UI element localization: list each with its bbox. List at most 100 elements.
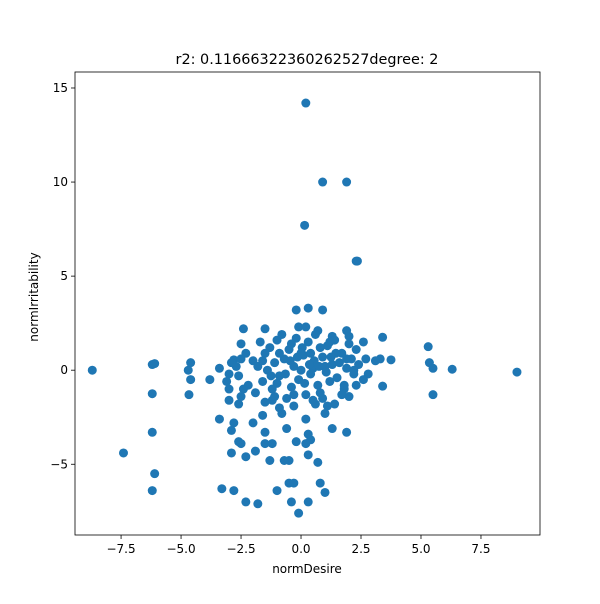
scatter-point xyxy=(349,365,359,375)
scatter-point xyxy=(274,348,284,358)
scatter-point xyxy=(370,356,380,366)
scatter-point xyxy=(386,355,396,365)
scatter-point xyxy=(183,365,193,375)
scatter-point xyxy=(147,389,157,399)
scatter-point xyxy=(296,365,306,375)
x-tick-label: 2.5 xyxy=(351,542,370,556)
x-tick-label: −7.5 xyxy=(106,542,135,556)
scatter-point xyxy=(303,450,313,460)
scatter-point xyxy=(226,358,236,368)
scatter-point xyxy=(318,352,328,362)
scatter-point xyxy=(255,337,265,347)
scatter-point xyxy=(291,437,301,447)
scatter-point xyxy=(351,344,361,354)
scatter-point xyxy=(229,418,239,428)
scatter-point xyxy=(234,371,244,381)
scatter-point xyxy=(303,303,313,313)
scatter-point xyxy=(351,380,361,390)
scatter-point xyxy=(272,378,282,388)
scatter-point xyxy=(214,414,224,424)
y-axis-label: normIrritability xyxy=(27,252,41,341)
scatter-point xyxy=(378,381,388,391)
scatter-point xyxy=(260,397,270,407)
scatter-point xyxy=(224,395,234,405)
x-tick-label: 7.5 xyxy=(471,542,490,556)
scatter-point xyxy=(306,369,316,379)
scatter-point xyxy=(339,380,349,390)
x-axis-label: normDesire xyxy=(272,562,342,576)
scatter-point xyxy=(186,375,196,385)
scatter-point xyxy=(301,390,311,400)
scatter-point xyxy=(270,392,280,402)
scatter-point xyxy=(253,499,263,509)
scatter-point xyxy=(87,365,97,375)
scatter-point xyxy=(326,352,336,362)
scatter-point xyxy=(118,448,128,458)
scatter-point xyxy=(238,384,248,394)
scatter-point xyxy=(301,414,311,424)
x-tick-label: −2.5 xyxy=(226,542,255,556)
scatter-point xyxy=(428,390,438,400)
scatter-point xyxy=(423,342,433,352)
scatter-point xyxy=(224,384,234,394)
scatter-point xyxy=(447,364,457,374)
scatter-point xyxy=(342,363,352,373)
scatter-point xyxy=(321,367,331,377)
scatter-point xyxy=(272,486,282,496)
scatter-point xyxy=(286,497,296,507)
scatter-point xyxy=(344,339,354,349)
scatter-point xyxy=(330,399,340,409)
scatter-point xyxy=(280,369,290,379)
scatter-point xyxy=(229,486,239,496)
scatter-point xyxy=(150,469,160,479)
scatter-point xyxy=(236,339,246,349)
scatter-point xyxy=(344,392,354,402)
scatter-point xyxy=(310,329,320,339)
scatter-point xyxy=(320,408,330,418)
chart-title: r2: 0.11666322360262527degree: 2 xyxy=(176,52,439,68)
scatter-point xyxy=(352,256,362,266)
scatter-point xyxy=(267,439,277,449)
scatter-point xyxy=(327,360,337,370)
scatter-point xyxy=(147,427,157,437)
scatter-point xyxy=(250,446,260,456)
scatter-point xyxy=(270,358,280,368)
scatter-point xyxy=(286,339,296,349)
scatter-point xyxy=(222,376,232,386)
scatter-point xyxy=(342,427,352,437)
scatter-point xyxy=(224,369,234,379)
scatter-point xyxy=(258,356,268,366)
scatter-point xyxy=(265,455,275,465)
scatter-point xyxy=(378,332,388,342)
scatter-point xyxy=(258,376,268,386)
scatter-point xyxy=(238,324,248,334)
axes-frame xyxy=(74,71,541,536)
scatter-point xyxy=(318,177,328,187)
scatter-point xyxy=(265,343,275,353)
scatter-point xyxy=(325,337,335,347)
scatter-point xyxy=(241,452,251,462)
scatter-point xyxy=(342,177,352,187)
scatter-point xyxy=(236,354,246,364)
scatter-point xyxy=(318,393,328,403)
y-tick-label: 0 xyxy=(60,363,68,377)
scatter-point xyxy=(291,305,301,315)
scatter-point xyxy=(285,356,295,366)
x-tick-label: −5.0 xyxy=(166,542,195,556)
scatter-point xyxy=(313,457,323,467)
scatter-point xyxy=(428,363,438,373)
scatter-point xyxy=(361,354,371,364)
scatter-point xyxy=(226,448,236,458)
scatter-point xyxy=(358,337,368,347)
scatter-point xyxy=(301,98,311,108)
scatter-point xyxy=(327,424,337,434)
scatter-point xyxy=(308,395,318,405)
scatter-point xyxy=(282,424,292,434)
scatter-point xyxy=(236,392,246,402)
x-tick-label: 0.0 xyxy=(291,542,310,556)
scatter-point xyxy=(296,348,306,358)
scatter-point xyxy=(294,508,304,518)
scatter-point xyxy=(260,324,270,334)
